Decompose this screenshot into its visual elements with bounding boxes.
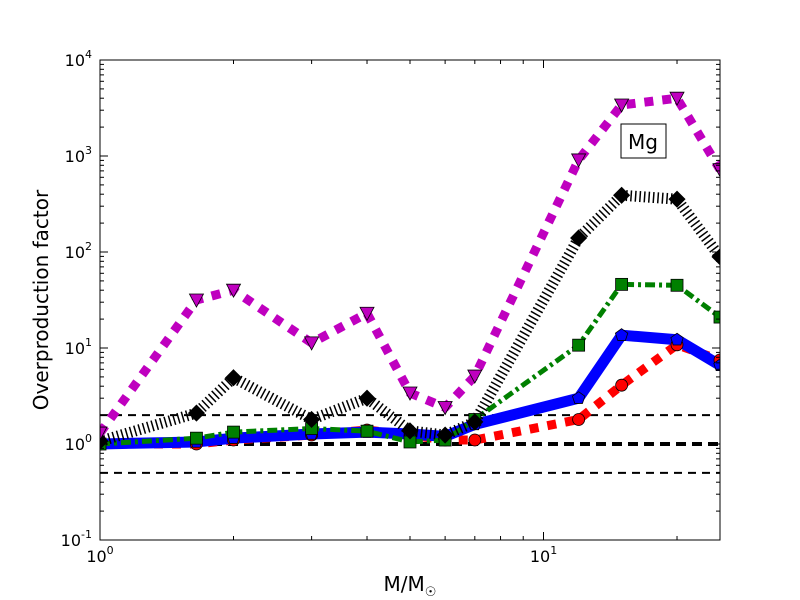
y-tick-label: 101 [65, 336, 92, 358]
black-diamonds-point [668, 190, 686, 208]
black-diamonds-point [303, 410, 321, 429]
magenta-triangles-point [188, 293, 205, 308]
x-tick-label: 100 [86, 544, 113, 566]
green-squares-line [100, 281, 720, 447]
green-squares-point [227, 425, 240, 439]
magenta-triangles-point [100, 426, 108, 441]
green-squares-point [713, 310, 720, 324]
x-tick-label: 101 [530, 544, 557, 566]
green-squares-point [670, 278, 684, 292]
y-tick-label: 104 [65, 48, 92, 70]
magenta-triangles-point [225, 283, 242, 299]
black-diamonds-point [613, 186, 631, 204]
y-axis-label: Overproduction factor [29, 189, 53, 410]
magenta-triangles-point [303, 336, 320, 351]
black-diamonds-line [100, 189, 720, 447]
y-tick-label: 103 [65, 144, 92, 166]
blue-pentagons-point [614, 328, 629, 341]
green-squares-point [190, 431, 203, 445]
magenta-triangles-point [712, 163, 720, 178]
magenta-triangles-point [613, 98, 630, 113]
red-circles-point [615, 378, 629, 392]
magenta-triangles-line [100, 93, 720, 436]
x-axis-label: M/M☉ [384, 572, 437, 600]
y-tick-label: 102 [65, 240, 92, 262]
blue-pentagons-point [571, 391, 586, 404]
annotation-label: Mg [628, 130, 658, 154]
black-diamonds-point [187, 404, 206, 422]
blue-pentagons-point [713, 358, 720, 371]
magenta-triangles-point [467, 369, 483, 384]
green-squares-point [360, 424, 374, 438]
black-diamonds-point [570, 229, 588, 247]
black-diamonds-point [401, 422, 419, 440]
y-tick-label: 10-1 [61, 528, 92, 550]
magenta-triangles-point [402, 386, 418, 401]
green-squares-point [615, 277, 629, 291]
magenta-triangles-point [437, 401, 453, 416]
magenta-triangles-point [359, 306, 375, 322]
black-diamonds-point [466, 413, 484, 431]
black-diamonds-point [358, 389, 376, 407]
y-tick-label: 100 [65, 432, 92, 454]
blue-pentagons-point [670, 332, 684, 346]
magenta-triangles-point [669, 91, 685, 107]
black-diamonds-point [436, 426, 454, 444]
green-squares-point [572, 338, 586, 352]
red-circles-point [572, 413, 586, 426]
red-circles-point [468, 433, 482, 447]
annotation-box: Mg [620, 123, 667, 159]
black-diamonds-point [224, 369, 243, 387]
magenta-triangles-point [570, 153, 587, 168]
